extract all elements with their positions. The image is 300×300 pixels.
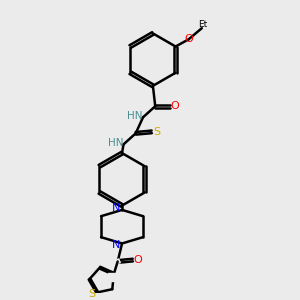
Bar (108, 274, 119, 281)
Text: HN: HN (108, 138, 123, 148)
Text: S: S (88, 289, 95, 299)
Text: N: N (111, 203, 120, 214)
Text: N: N (111, 240, 120, 250)
Text: Et: Et (198, 20, 207, 29)
Text: O: O (134, 255, 142, 265)
Text: O: O (171, 101, 179, 111)
Text: O: O (184, 34, 193, 44)
Text: HN: HN (127, 111, 142, 121)
Text: S: S (153, 127, 161, 137)
